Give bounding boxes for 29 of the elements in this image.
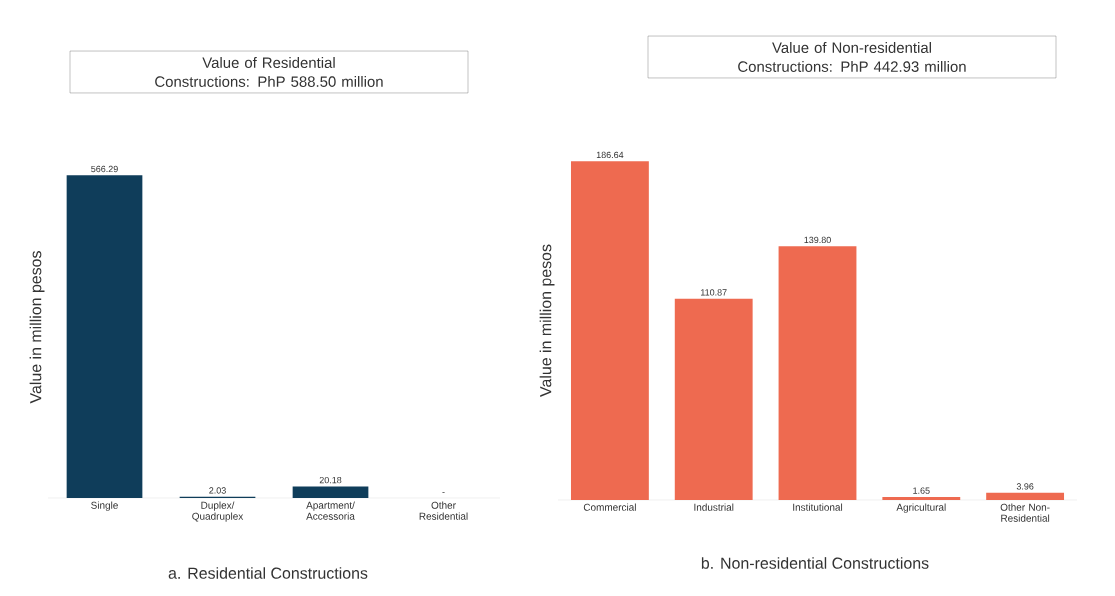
bar [778,246,857,500]
data-label: - [442,492,445,493]
x-tick-label: Industrial [694,503,734,511]
data-label: 20.18 [319,476,342,484]
x-tick-label: Other Non-Residential [1000,503,1050,522]
x-tick-label: Apartment/ Accessoria [306,501,355,520]
x-tick-label: Single [91,501,118,511]
x-tick-label: Institutional [793,503,843,511]
data-label: 3.96 [1016,483,1034,490]
x-tick-label: Commercial [583,503,636,511]
x-tick-label: Agricultural [896,503,946,513]
data-label: 186.64 [596,151,624,159]
data-label: 2.03 [209,487,226,494]
y-axis-title: Value in million pesos [539,244,555,397]
data-label: 1.65 [913,487,930,494]
bar [570,161,649,500]
x-tick-label: Other Residential [419,501,468,520]
x-tick-label: Duplex/ Quadruplex [192,501,244,522]
chart-title: Value of Non-residential Constructions: PhP 442.93 million [738,42,966,72]
chart-title: Value of Residential Constructions: PhP 588.50 million [155,57,383,87]
data-label: 566.29 [91,165,118,173]
bar [882,496,961,500]
text: a. Residential Constructions [168,567,368,579]
bar [674,298,753,500]
data-label: 110.87 [701,289,727,296]
data-label: 139.80 [804,236,831,244]
text: b. Non-residential Constructions [701,557,929,569]
y-axis-title: Value in million pesos [29,251,45,404]
bar [986,492,1065,500]
